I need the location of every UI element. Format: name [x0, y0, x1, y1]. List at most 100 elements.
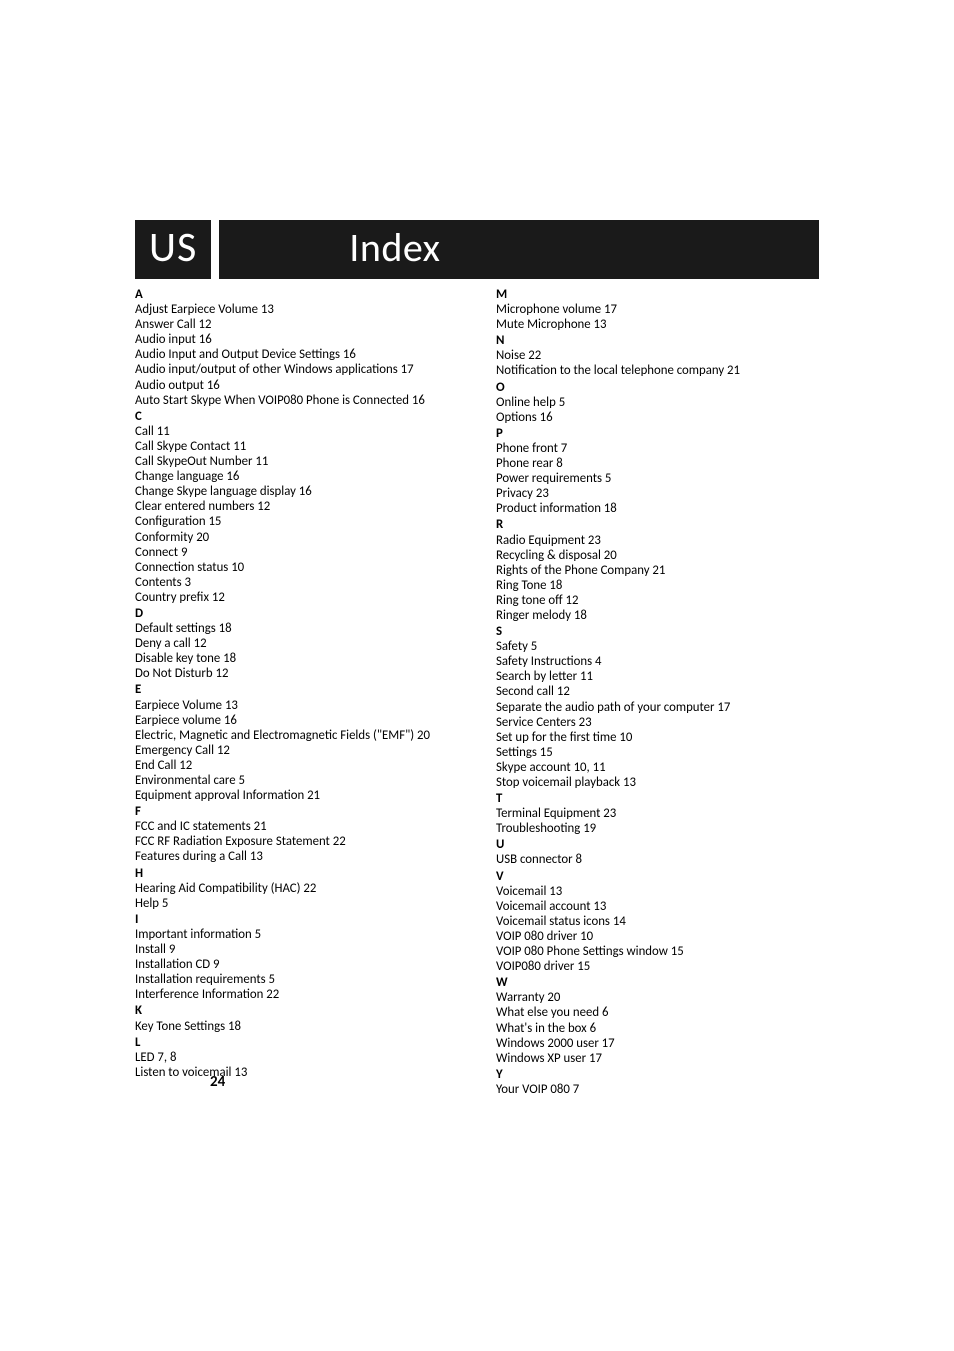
index-entry: VOIP 080 Phone Settings window 15 [496, 944, 819, 959]
index-entry: Key Tone Settings 18 [135, 1019, 458, 1034]
index-letter: Y [496, 1067, 819, 1082]
index-entry: Radio Equipment 23 [496, 533, 819, 548]
index-entry: Terminal Equipment 23 [496, 806, 819, 821]
index-letter: C [135, 409, 458, 424]
page-title: Index [349, 223, 440, 272]
index-entry: Auto Start Skype When VOIP080 Phone is C… [135, 393, 458, 408]
index-entry: Connect 9 [135, 545, 458, 560]
index-entry: Microphone volume 17 [496, 302, 819, 317]
index-entry: Ring Tone 18 [496, 578, 819, 593]
index-entry: Noise 22 [496, 348, 819, 363]
index-letter: I [135, 912, 458, 927]
index-letter: M [496, 287, 819, 302]
index-entry: Windows 2000 user 17 [496, 1036, 819, 1051]
index-entry: USB connector 8 [496, 852, 819, 867]
index-entry: Answer Call 12 [135, 317, 458, 332]
index-entry: Important information 5 [135, 927, 458, 942]
index-entry: Audio Input and Output Device Settings 1… [135, 347, 458, 362]
index-entry: Recycling & disposal 20 [496, 548, 819, 563]
index-entry: Rights of the Phone Company 21 [496, 563, 819, 578]
index-entry: Safety 5 [496, 639, 819, 654]
index-entry: FCC RF Radiation Exposure Statement 22 [135, 834, 458, 849]
index-entry: Set up for the first time 10 [496, 730, 819, 745]
index-entry: VOIP080 driver 15 [496, 959, 819, 974]
index-entry: Audio input/output of other Windows appl… [135, 362, 458, 377]
index-letter: E [135, 682, 458, 697]
index-letter: N [496, 333, 819, 348]
index-entry: Hearing Aid Compatibility (HAC) 22 [135, 881, 458, 896]
index-entry: Equipment approval Information 21 [135, 788, 458, 803]
region-code-label: US [149, 222, 197, 273]
index-entry: Options 16 [496, 410, 819, 425]
index-entry: Conformity 20 [135, 530, 458, 545]
index-letter: D [135, 606, 458, 621]
index-entry: Clear entered numbers 12 [135, 499, 458, 514]
index-entry: Install 9 [135, 942, 458, 957]
page-container: US Index AAdjust Earpiece Volume 13Answe… [0, 0, 954, 1351]
index-entry: Notification to the local telephone comp… [496, 363, 819, 378]
header-row: US Index [135, 220, 819, 279]
index-letter: O [496, 380, 819, 395]
index-entry: Emergency Call 12 [135, 743, 458, 758]
index-entry: Call 11 [135, 424, 458, 439]
index-entry: Call SkypeOut Number 11 [135, 454, 458, 469]
index-entry: Listen to voicemail 13 [135, 1065, 458, 1080]
index-column-left: AAdjust Earpiece Volume 13Answer Call 12… [135, 287, 458, 1097]
index-entry: Second call 12 [496, 684, 819, 699]
index-entry: Audio input 16 [135, 332, 458, 347]
index-entry: Change Skype language display 16 [135, 484, 458, 499]
index-entry: Search by letter 11 [496, 669, 819, 684]
index-entry: Stop voicemail playback 13 [496, 775, 819, 790]
index-entry: LED 7, 8 [135, 1050, 458, 1065]
index-letter: A [135, 287, 458, 302]
index-entry: Earpiece Volume 13 [135, 698, 458, 713]
index-entry: Earpiece volume 16 [135, 713, 458, 728]
index-entry: Voicemail 13 [496, 884, 819, 899]
index-entry: Separate the audio path of your computer… [496, 700, 819, 715]
index-entry: Country prefix 12 [135, 590, 458, 605]
index-letter: F [135, 804, 458, 819]
index-entry: FCC and IC statements 21 [135, 819, 458, 834]
index-letter: W [496, 975, 819, 990]
index-entry: Contents 3 [135, 575, 458, 590]
index-entry: Service Centers 23 [496, 715, 819, 730]
index-letter: L [135, 1035, 458, 1050]
index-entry: Troubleshooting 19 [496, 821, 819, 836]
index-entry: Disable key tone 18 [135, 651, 458, 666]
index-entry: Default settings 18 [135, 621, 458, 636]
index-entry: Ringer melody 18 [496, 608, 819, 623]
index-entry: What's in the box 6 [496, 1021, 819, 1036]
index-entry: Phone front 7 [496, 441, 819, 456]
index-entry: Change language 16 [135, 469, 458, 484]
index-entry: Power requirements 5 [496, 471, 819, 486]
index-entry: Privacy 23 [496, 486, 819, 501]
index-letter: P [496, 426, 819, 441]
index-letter: K [135, 1003, 458, 1018]
index-entry: Windows XP user 17 [496, 1051, 819, 1066]
index-letter: R [496, 517, 819, 532]
region-code-box: US [135, 220, 211, 279]
title-box: Index [219, 220, 819, 279]
index-entry: Adjust Earpiece Volume 13 [135, 302, 458, 317]
index-entry: Electric, Magnetic and Electromagnetic F… [135, 728, 458, 743]
index-entry: What else you need 6 [496, 1005, 819, 1020]
index-entry: Audio output 16 [135, 378, 458, 393]
index-entry: Product information 18 [496, 501, 819, 516]
index-entry: Ring tone off 12 [496, 593, 819, 608]
index-letter: V [496, 869, 819, 884]
index-entry: Your VOIP 080 7 [496, 1082, 819, 1097]
index-entry: Mute Microphone 13 [496, 317, 819, 332]
index-entry: Call Skype Contact 11 [135, 439, 458, 454]
index-entry: Online help 5 [496, 395, 819, 410]
index-entry: Installation requirements 5 [135, 972, 458, 987]
index-entry: Voicemail account 13 [496, 899, 819, 914]
page-number: 24 [210, 1073, 225, 1091]
index-entry: Installation CD 9 [135, 957, 458, 972]
index-entry: Safety Instructions 4 [496, 654, 819, 669]
index-entry: Help 5 [135, 896, 458, 911]
index-entry: Settings 15 [496, 745, 819, 760]
index-letter: H [135, 866, 458, 881]
index-entry: Environmental care 5 [135, 773, 458, 788]
index-entry: Phone rear 8 [496, 456, 819, 471]
index-entry: VOIP 080 driver 10 [496, 929, 819, 944]
